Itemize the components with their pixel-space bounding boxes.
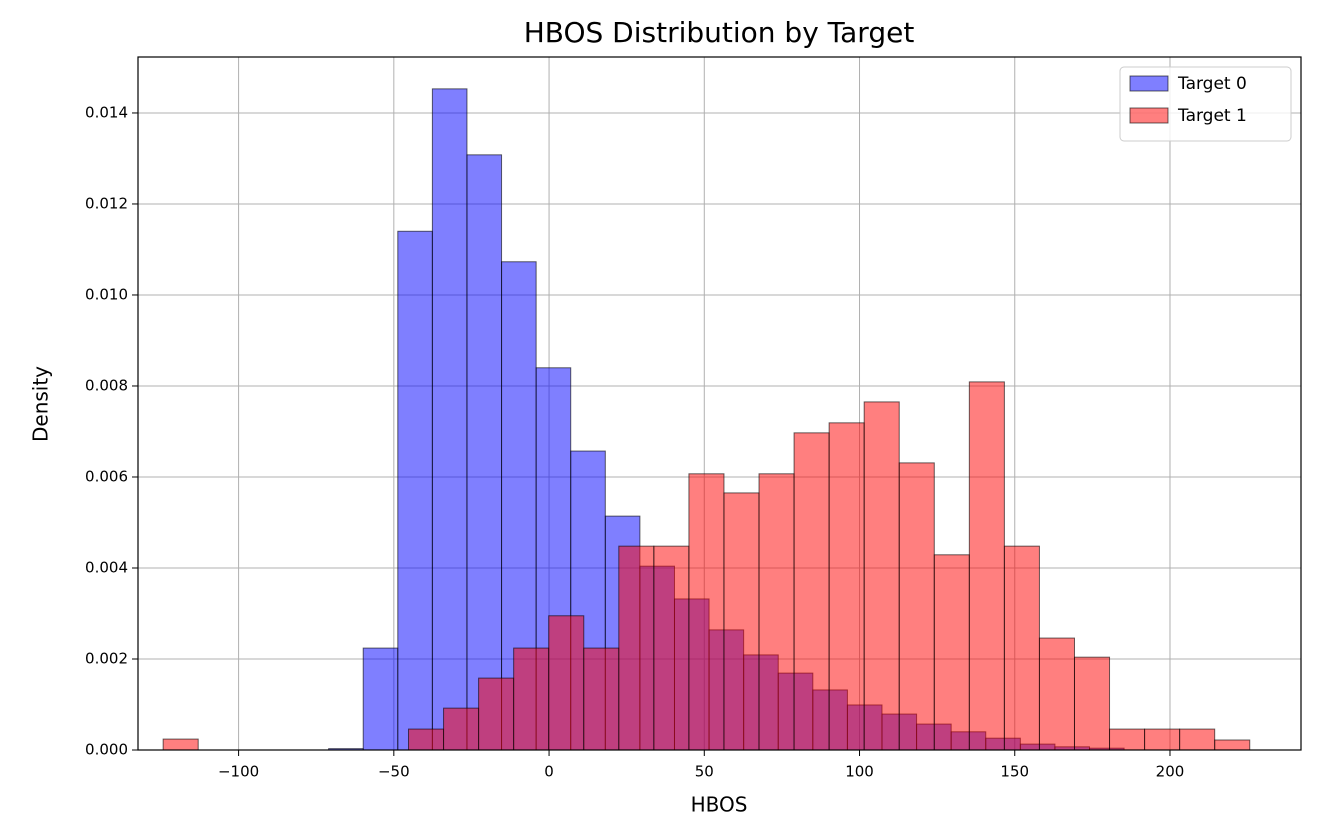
histogram-bar: [688, 473, 725, 751]
y-tick-label: 0.004: [85, 558, 128, 576]
histogram-bar: [513, 647, 550, 751]
histogram-bar: [1073, 656, 1111, 751]
histogram-bar: [548, 615, 585, 751]
histogram-bar: [478, 677, 515, 751]
histogram-bar: [758, 473, 795, 751]
legend-swatch: [1129, 75, 1169, 92]
histogram-bar: [431, 88, 468, 751]
histogram-bar: [362, 647, 399, 751]
y-tick-label: 0.010: [85, 285, 128, 303]
histogram-bar: [1003, 545, 1040, 751]
histogram-bar: [583, 647, 620, 751]
bars: [162, 88, 1251, 751]
histogram-bar: [408, 728, 445, 751]
histogram-bar: [466, 154, 503, 751]
histogram-bar: [828, 422, 865, 751]
histogram-bar: [1038, 637, 1075, 751]
x-tick-label: 150: [1000, 763, 1029, 781]
histogram-bar: [1109, 728, 1146, 751]
histogram-bar: [968, 381, 1005, 751]
x-tick-label: −100: [218, 763, 259, 781]
histogram-bar: [618, 545, 655, 751]
y-tick-label: 0.008: [85, 376, 128, 394]
plot-frame: [137, 56, 1302, 751]
y-axis-label: Density: [29, 366, 53, 442]
axes: −100 −50 0 50 100 150 200 0.000 0.002 0.004 0.006 0…: [85, 56, 1302, 781]
histogram-bar: [397, 230, 433, 751]
histogram-bar: [933, 554, 970, 751]
x-axis-label: HBOS: [691, 793, 748, 817]
y-tick-label: 0.002: [85, 649, 128, 667]
histogram-bar: [793, 432, 830, 751]
x-tick-label: 0: [544, 763, 554, 781]
y-tick-label: 0.000: [85, 741, 128, 759]
histogram-bar: [863, 401, 900, 751]
y-tick-label: 0.014: [85, 103, 128, 121]
x-tick-label: 100: [845, 763, 874, 781]
histogram-bar: [653, 545, 690, 751]
histogram-bar: [443, 707, 480, 751]
histogram-bar: [898, 462, 935, 751]
histogram-bar: [1214, 739, 1251, 751]
histogram-bar: [723, 492, 760, 751]
legend-label: Target 1: [1177, 106, 1247, 126]
y-tick-label: 0.012: [85, 194, 128, 212]
legend: Target 0 Target 1: [1119, 66, 1292, 142]
x-tick-label: −50: [378, 763, 410, 781]
grid: [138, 57, 1301, 751]
legend-swatch: [1129, 107, 1169, 124]
x-tick-label: 50: [695, 763, 714, 781]
x-tick-label: 200: [1156, 763, 1185, 781]
histogram-bar: [1144, 728, 1181, 751]
legend-label: Target 0: [1177, 74, 1247, 94]
histogram-bar: [1179, 728, 1216, 751]
chart-title: HBOS Distribution by Target: [524, 16, 915, 49]
histogram-bar: [162, 738, 199, 751]
y-tick-label: 0.006: [85, 467, 128, 485]
